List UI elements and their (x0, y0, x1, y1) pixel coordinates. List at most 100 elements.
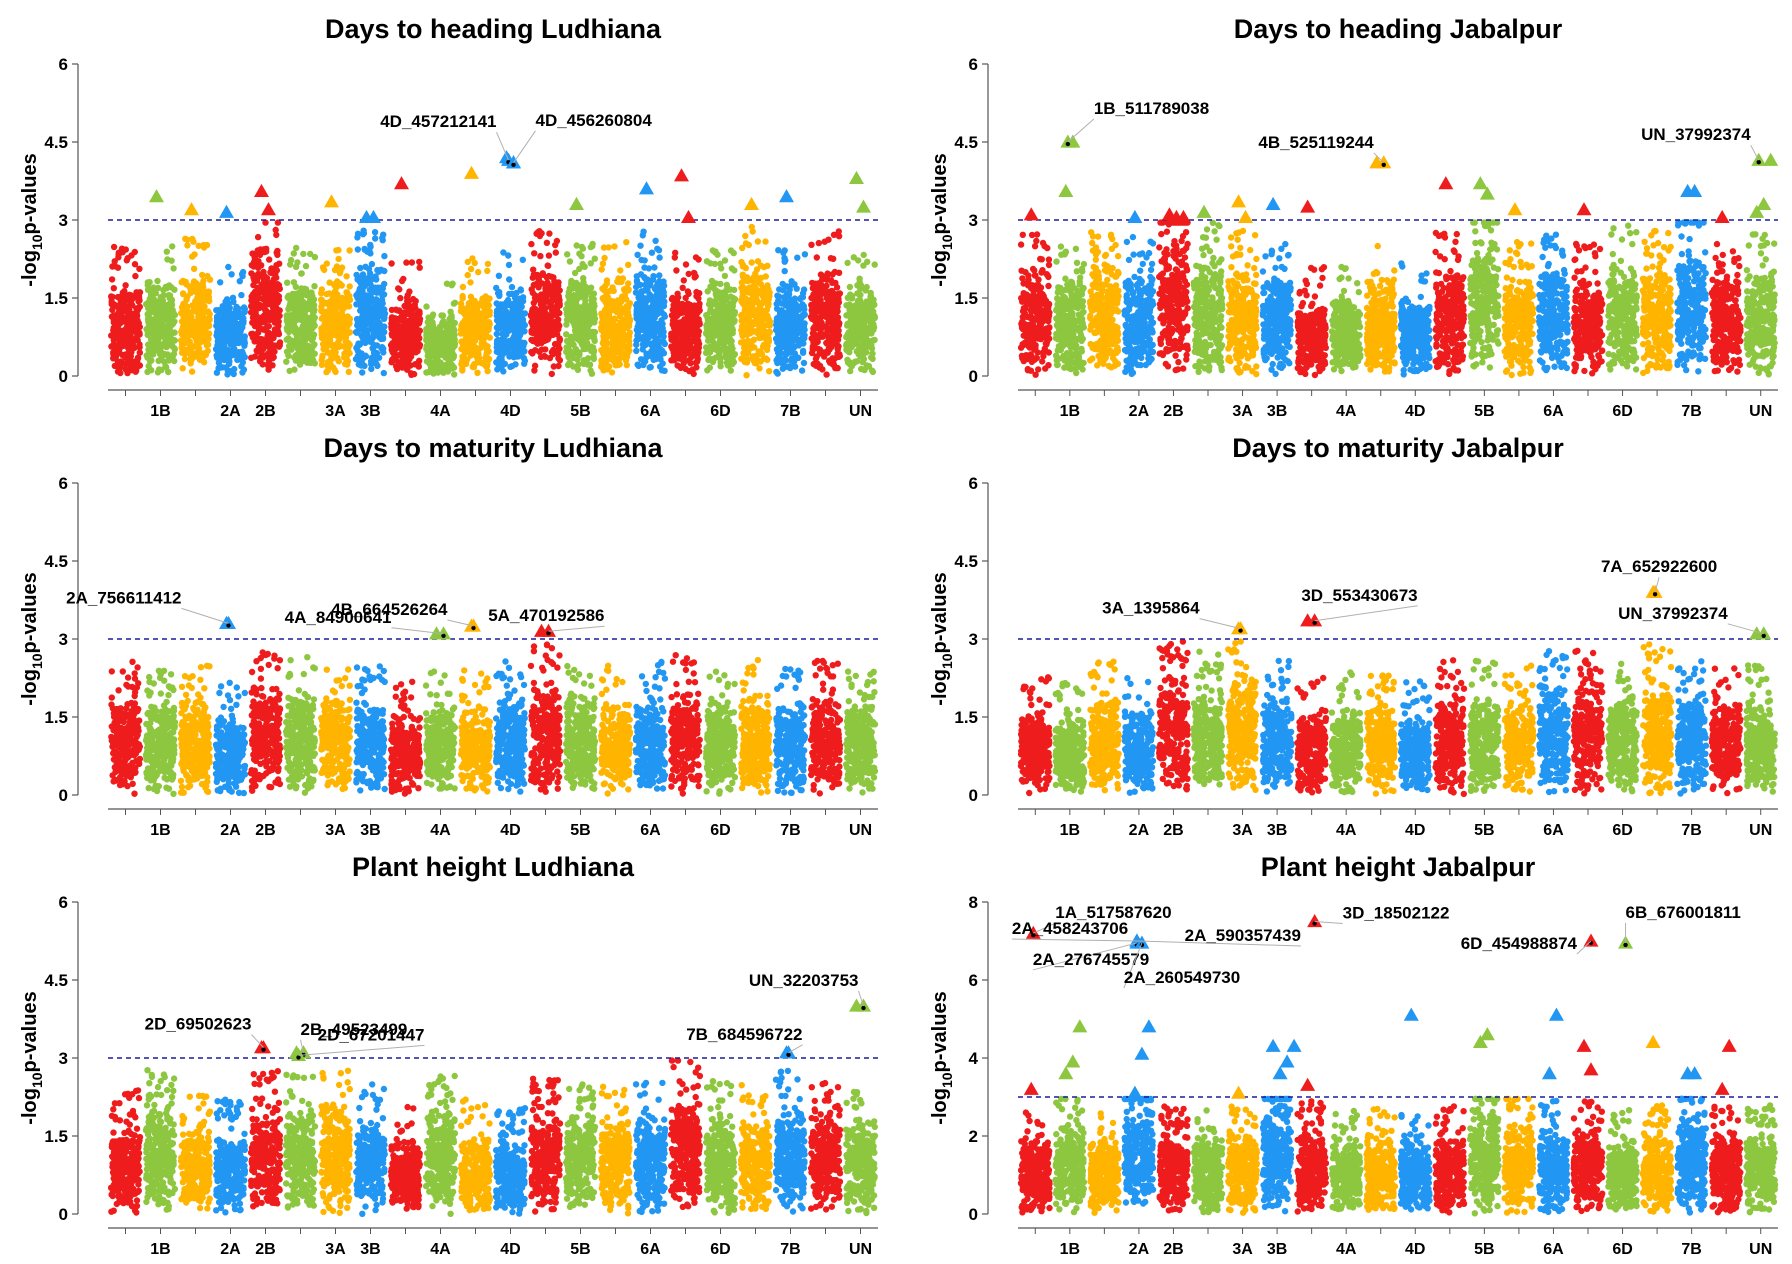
label-leader-line (298, 1044, 425, 1056)
snp-cluster-2D (1190, 219, 1226, 375)
panel-title: Days to maturity Ludhiana (323, 433, 663, 463)
chromosome-label-3B: 3B (1267, 822, 1287, 839)
y-axis-label: -log10p-values (929, 153, 955, 286)
chromosome-label-4D: 4D (1405, 1241, 1425, 1258)
y-tick-label: 0 (59, 367, 68, 386)
snp-cluster-7D (807, 657, 844, 797)
label-leader-line (181, 607, 229, 624)
labeled-marker-2D (291, 1047, 306, 1062)
snp-label: 3D_18502122 (1343, 904, 1450, 923)
snp-cluster-6D (1605, 222, 1640, 373)
chromosome-label-3A: 3A (325, 1241, 346, 1258)
snp-label: 7B_684596722 (686, 1025, 802, 1044)
panel-dtm_ludhiana: Days to maturity Ludhiana 0 1.5 3 4.5 6 -log10… (19, 433, 879, 839)
snp-cluster-7A (737, 223, 774, 379)
significant-marker-6B (1576, 202, 1592, 216)
snp-cluster-4A (422, 668, 459, 792)
y-tick-label: 3 (59, 211, 68, 230)
label-leader-line (788, 1044, 803, 1054)
snp-cluster-4A (1329, 1107, 1364, 1213)
labeled-marker-dot (1381, 162, 1386, 167)
significant-marker-5B (1479, 1027, 1495, 1041)
snp-label: 1A_517587620 (1055, 903, 1171, 922)
panel-title: Days to heading Jabalpur (1234, 14, 1563, 44)
snp-cluster-1D (177, 662, 213, 796)
snp-cluster-5A (1432, 657, 1468, 798)
chromosome-label-2A: 2A (220, 822, 241, 839)
significant-marker-7A (1645, 1034, 1661, 1049)
panel-dth_ludhiana: Days to heading Ludhiana 0 1.5 3 4.5 6 -log10p… (19, 14, 878, 420)
snp-cluster-7B (772, 1067, 808, 1215)
chromosome-label-4A: 4A (430, 1241, 451, 1258)
chromosome-label-UN: UN (849, 1241, 872, 1258)
panel-dtm_jabalpur: Days to maturity Jabalpur 0 1.5 3 4.5 6 -log10… (929, 433, 1778, 839)
chromosome-label-7B: 7B (780, 403, 800, 420)
significant-marker-3B (1272, 1066, 1288, 1080)
snp-cluster-3B (353, 1081, 388, 1217)
panel-title: Plant height Jabalpur (1261, 852, 1536, 882)
significant-marker-2A (1141, 1019, 1157, 1033)
significant-marker-3A (1238, 209, 1254, 224)
snp-cluster-3A (1225, 638, 1260, 794)
snp-cluster-3B (1259, 1095, 1295, 1215)
y-label-subscript: 10 (29, 234, 45, 250)
chromosome-label-2B: 2B (1163, 1241, 1183, 1258)
significant-marker-7B (1687, 183, 1703, 198)
chromosome-label-2B: 2B (1163, 403, 1183, 420)
significant-marker-3B (1265, 196, 1281, 211)
y-tick-label: 2 (969, 1127, 978, 1146)
chromosome-label-3A: 3A (1232, 403, 1253, 420)
significant-markers (149, 150, 871, 224)
labeled-marker-dot (226, 623, 231, 628)
snp-cluster-1D (1087, 1110, 1122, 1216)
significant-marker-6A (1548, 1007, 1564, 1021)
snp-cluster-2B (1156, 1103, 1191, 1214)
snp-cluster-1B (1052, 243, 1088, 377)
labeled-marker-6B (1583, 933, 1599, 947)
significant-marker-1D (184, 202, 199, 216)
chromosome-label-5B: 5B (570, 403, 590, 420)
panel-ph_jabalpur: Plant height Jabalpur 0 2 4 6 8 -log10p-values… (929, 852, 1779, 1258)
snp-cluster-2D (282, 1071, 319, 1211)
snp-cluster-5B (562, 1081, 599, 1211)
chromosome-label-1B: 1B (150, 403, 170, 420)
label-leader-line (1576, 940, 1592, 955)
chromosome-label-1B: 1B (1060, 1241, 1080, 1258)
labeled-marker-5A (541, 623, 556, 637)
chromosome-label-4D: 4D (500, 822, 520, 839)
snp-cluster-2B (247, 1068, 284, 1210)
chromosome-label-3B: 3B (360, 1241, 380, 1258)
snp-label: UN_37992374 (1618, 604, 1728, 623)
chromosome-label-UN: UN (1749, 403, 1772, 420)
significant-marker-6B (1583, 1062, 1599, 1076)
labeled-marker-dot (296, 1055, 301, 1060)
chromosome-label-2B: 2B (1163, 822, 1183, 839)
snp-cluster-4A (1328, 263, 1364, 375)
snp-cluster-4B (1363, 1105, 1399, 1213)
snp-cluster-2B (1156, 638, 1191, 793)
snp-label: 2A_590357439 (1185, 926, 1301, 945)
chromosome-label-1B: 1B (1060, 403, 1080, 420)
significant-marker-7B (1687, 1066, 1703, 1080)
labeled-marker-2B (256, 1040, 271, 1054)
y-tick-label: 4.5 (954, 552, 978, 571)
chromosome-label-1B: 1B (150, 1241, 170, 1258)
snp-label: UN_37992374 (1641, 125, 1751, 144)
snp-cluster-6A (1536, 648, 1571, 796)
snp-cluster-1A (107, 1087, 144, 1216)
chromosome-label-5B: 5B (1474, 1241, 1494, 1258)
chromosome-label-6A: 6A (1543, 403, 1564, 420)
y-label-end: p-values (929, 572, 951, 653)
snp-label: 2A_458243706 (1012, 919, 1128, 938)
panel-title: Days to maturity Jabalpur (1232, 433, 1564, 463)
label-leader-line (1314, 921, 1343, 924)
panel-dth_jabalpur: Days to heading Jabalpur 0 1.5 3 4.5 6 -log10p… (929, 14, 1779, 420)
snp-cluster-4D (1397, 260, 1433, 378)
label-leader-line (447, 619, 474, 627)
y-tick-label: 3 (59, 1049, 68, 1068)
snp-cluster-4D (493, 658, 528, 795)
chromosome-label-7B: 7B (1681, 822, 1701, 839)
snp-label: 3A_1395864 (1102, 599, 1200, 618)
snp-cluster-3A (1225, 1103, 1260, 1216)
y-tick-label: 3 (969, 630, 978, 649)
